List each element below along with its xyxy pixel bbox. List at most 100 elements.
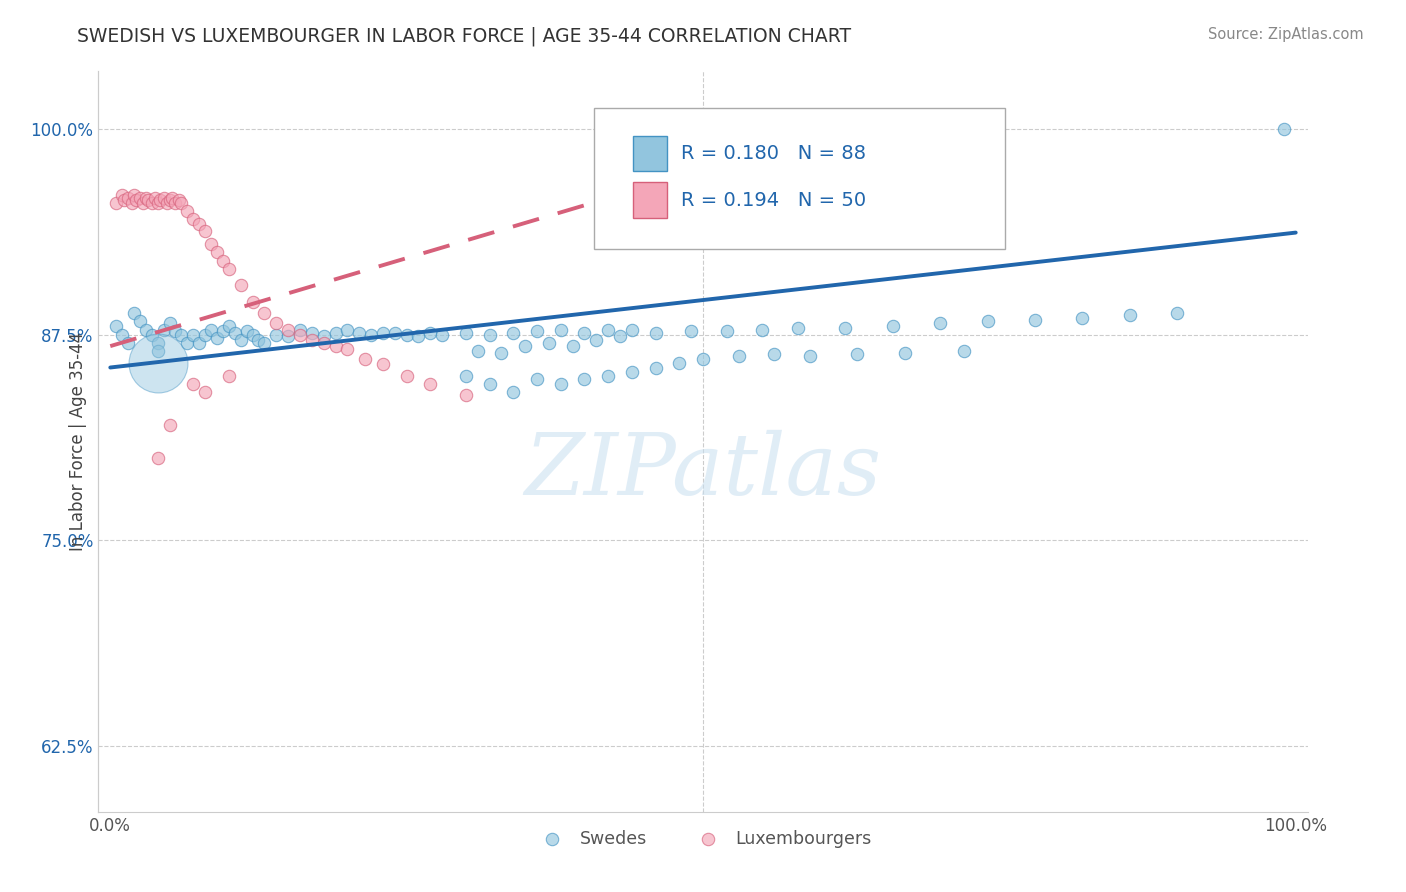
Point xyxy=(253,306,276,320)
Point xyxy=(288,323,311,337)
Point xyxy=(156,196,179,211)
Point xyxy=(181,376,204,391)
Point xyxy=(526,324,548,338)
Point xyxy=(371,357,394,371)
Point xyxy=(312,329,335,343)
Point xyxy=(212,253,235,268)
Point xyxy=(159,316,181,330)
Point xyxy=(242,294,264,309)
Point xyxy=(146,355,169,369)
Point xyxy=(181,327,204,342)
Point xyxy=(146,450,169,465)
Point xyxy=(176,335,198,350)
Point xyxy=(598,323,620,337)
Point xyxy=(159,418,181,433)
Point xyxy=(467,344,489,359)
Bar xyxy=(633,136,666,171)
Point xyxy=(491,345,513,359)
Point xyxy=(526,372,548,386)
Point xyxy=(620,323,643,337)
Point xyxy=(143,191,166,205)
Point xyxy=(502,385,524,400)
Point xyxy=(336,323,359,337)
Point xyxy=(152,191,174,205)
Point xyxy=(194,327,217,342)
Point xyxy=(893,345,915,359)
Point xyxy=(135,191,157,205)
Point xyxy=(235,324,257,338)
Point xyxy=(205,245,228,260)
Point xyxy=(301,333,323,347)
Point xyxy=(212,324,235,338)
Point xyxy=(205,331,228,345)
Point xyxy=(247,333,270,347)
Point xyxy=(478,327,501,342)
Point xyxy=(692,352,714,367)
Point xyxy=(1166,306,1188,320)
Point xyxy=(550,376,572,391)
Point xyxy=(432,327,454,342)
Point xyxy=(454,388,477,402)
Point xyxy=(111,327,134,342)
Point xyxy=(727,349,749,363)
Text: R = 0.194   N = 50: R = 0.194 N = 50 xyxy=(682,191,866,210)
Point xyxy=(312,335,335,350)
Point xyxy=(194,385,217,400)
Point xyxy=(224,326,246,340)
Point xyxy=(550,323,572,337)
Point xyxy=(325,339,347,353)
Point xyxy=(786,321,808,335)
Point xyxy=(181,212,204,227)
Point xyxy=(200,323,222,337)
Point xyxy=(336,343,359,357)
Point xyxy=(229,278,252,293)
Point xyxy=(976,314,998,328)
Point xyxy=(620,366,643,380)
Point xyxy=(188,218,211,232)
Point xyxy=(141,196,163,211)
Point xyxy=(681,324,703,338)
Point xyxy=(846,347,869,361)
Point xyxy=(408,329,430,343)
Point xyxy=(200,237,222,252)
Point xyxy=(502,326,524,340)
Point xyxy=(419,376,441,391)
Point xyxy=(146,344,169,359)
Point xyxy=(160,191,183,205)
Point xyxy=(301,326,323,340)
Point xyxy=(194,224,217,238)
Point xyxy=(159,193,181,207)
Point xyxy=(125,193,148,207)
Point xyxy=(121,196,143,211)
Point xyxy=(188,335,211,350)
Point xyxy=(716,324,738,338)
Point xyxy=(561,339,583,353)
Point xyxy=(117,335,139,350)
Point xyxy=(598,368,620,383)
Point xyxy=(122,187,145,202)
Point xyxy=(763,347,786,361)
Point xyxy=(218,261,240,276)
Point xyxy=(882,319,904,334)
Point xyxy=(668,355,690,369)
Point xyxy=(1024,313,1046,327)
Point xyxy=(574,326,596,340)
Point xyxy=(609,329,631,343)
Point xyxy=(229,333,252,347)
Point xyxy=(354,352,377,367)
Text: Source: ZipAtlas.com: Source: ZipAtlas.com xyxy=(1208,27,1364,42)
Point xyxy=(751,323,773,337)
Bar xyxy=(633,183,666,218)
Point xyxy=(122,306,145,320)
Point xyxy=(644,326,666,340)
Point xyxy=(537,335,560,350)
Point xyxy=(454,326,477,340)
Text: R = 0.180   N = 88: R = 0.180 N = 88 xyxy=(682,144,866,163)
Point xyxy=(129,314,152,328)
Point xyxy=(218,368,240,383)
Point xyxy=(585,333,607,347)
Point xyxy=(277,329,299,343)
Point xyxy=(176,204,198,219)
Point xyxy=(136,193,159,207)
FancyBboxPatch shape xyxy=(595,109,1005,249)
